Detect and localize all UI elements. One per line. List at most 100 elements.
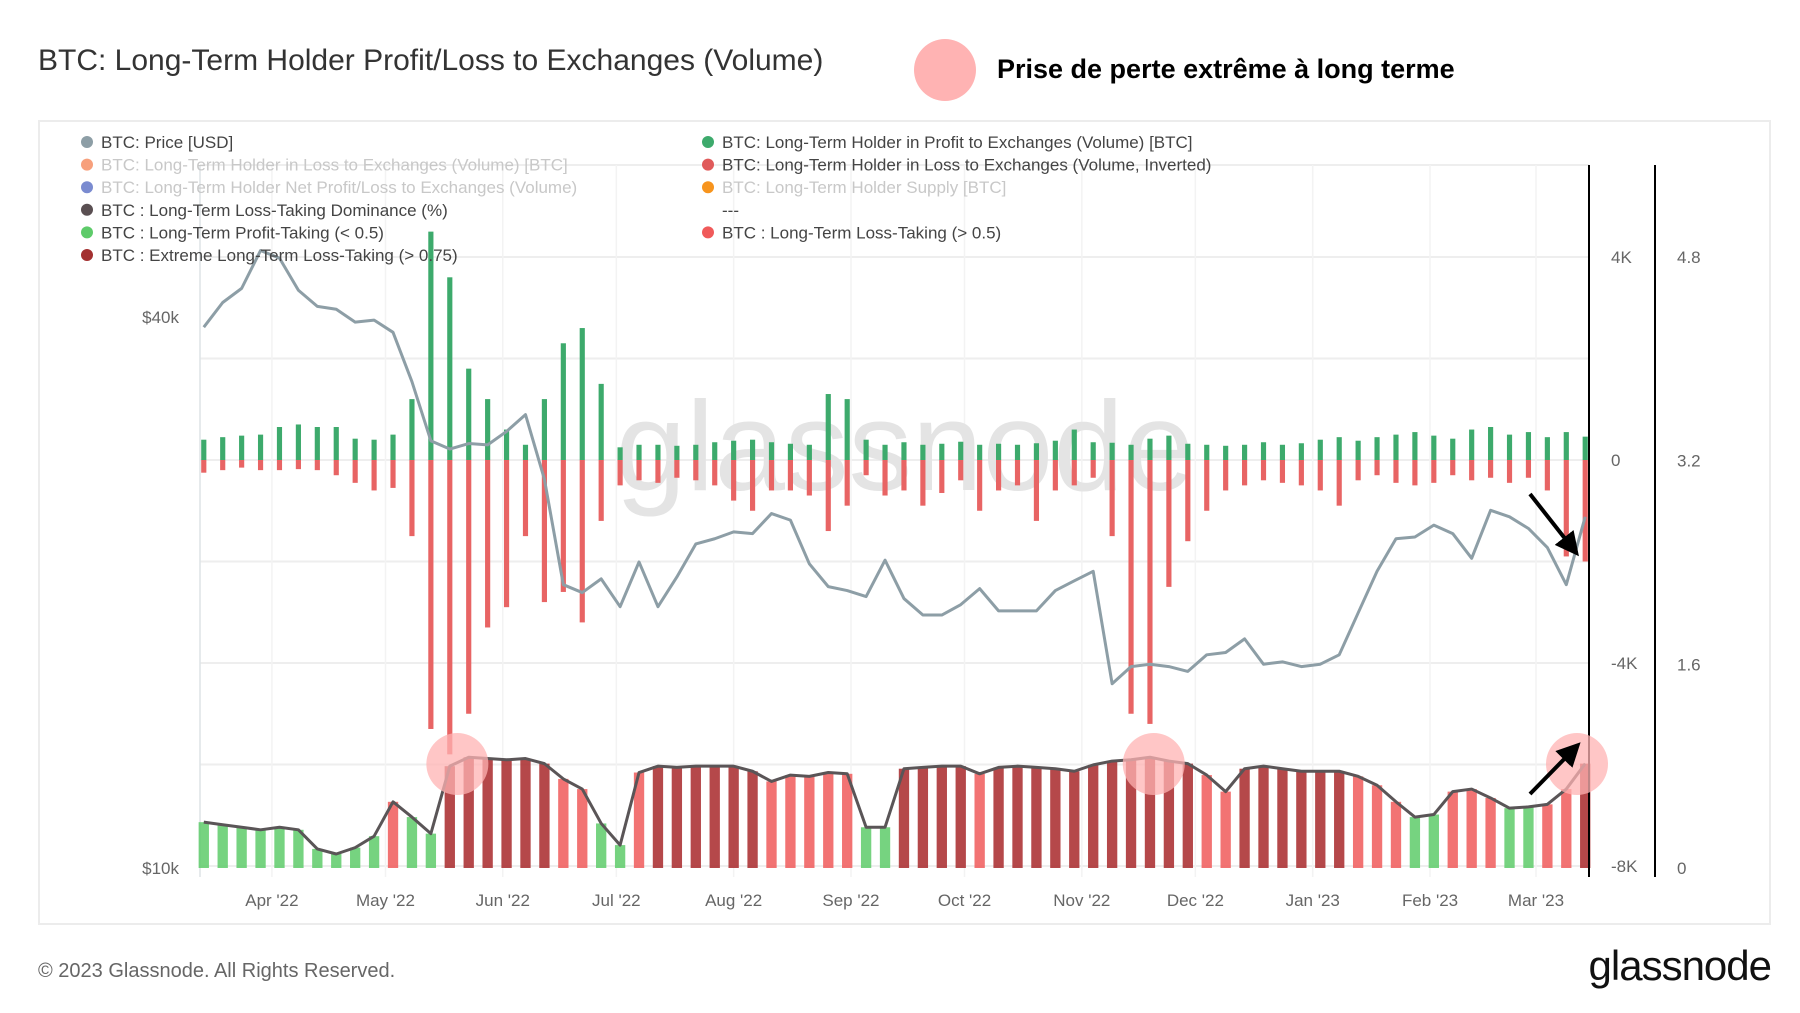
loss-volume-bar [977,460,983,511]
loss-volume-bar [995,460,1002,491]
x-tick-label: Feb '23 [1402,891,1458,910]
profit-volume-bar [239,435,245,460]
dominance-bar [709,766,720,868]
loss-volume-bar [1279,460,1286,483]
loss-volume-bar [939,460,945,493]
dominance-bar [766,781,777,868]
loss-volume-bar [674,460,680,478]
legend-dot [81,203,93,216]
loss-volume-bar [1582,460,1588,562]
legend-item: BTC : Extreme Long-Term Loss-Taking (> 0… [101,246,458,265]
legend-dot [81,226,93,239]
loss-volume-bar [503,460,510,608]
loss-volume-bar [428,460,434,729]
dominance-tick-label: 0 [1677,859,1686,878]
dominance-bar [974,773,985,868]
profit-volume-bar [598,383,604,460]
profit-volume-bar [731,440,737,460]
dominance-bar [1182,763,1193,868]
profit-volume-bar [1469,429,1475,460]
profit-volume-bar [579,328,585,460]
profit-volume-bar [447,277,453,460]
dominance-bar [1466,789,1477,868]
profit-volume-bar [1185,443,1191,460]
loss-volume-bar [1128,460,1134,714]
dominance-bar [312,848,323,868]
profit-volume-bar [712,442,718,460]
profit-volume-bar [201,439,207,460]
profit-volume-bar [617,447,623,460]
dominance-bar [823,772,834,868]
loss-volume-bar [1052,460,1058,491]
profit-volume-bar [314,427,320,460]
loss-volume-bar [447,460,453,755]
loss-volume-bar [371,460,377,491]
dominance-bar [1239,768,1250,868]
loss-volume-bar [220,460,226,471]
profit-volume-bar [693,444,699,460]
profit-volume-bar [995,443,1002,460]
x-tick-label: Apr '22 [245,891,298,910]
profit-volume-bar [882,444,888,460]
dominance-bar [917,767,929,868]
dominance-bar [1258,766,1269,868]
dominance-bar [293,829,304,868]
loss-volume-bar [239,460,245,468]
dominance-bar [860,827,872,868]
legend-dot [81,158,93,171]
loss-volume-bar [522,460,529,537]
profit-volume-bar [1488,427,1494,460]
x-tick-label: Jul '22 [592,891,641,910]
dominance-bar [936,766,947,868]
arrow-down-icon [1528,492,1579,557]
profit-volume-bar [1071,429,1077,460]
price-line [202,249,1587,686]
profit-volume-bar [1563,432,1569,460]
loss-volume-bar [1450,460,1456,476]
dominance-bar [842,773,853,868]
profit-volume-bar [1298,443,1304,460]
dominance-bar [217,824,228,868]
loss-volume-bar [1033,460,1040,521]
volume-tick-label: -4K [1611,654,1638,673]
profit-volume-bar [1128,444,1134,460]
loss-volume-bar [1071,460,1077,486]
dominance-bar [255,829,266,868]
dominance-bar [274,827,285,868]
profit-volume-bar [1336,437,1342,460]
dominance-bar [1201,775,1212,868]
dominance-bar [1371,785,1383,868]
dominance-bar [1485,797,1496,868]
dominance-bar [955,766,966,868]
dominance-bar [463,757,474,868]
legend-item: BTC: Long-Term Holder in Loss to Exchang… [722,156,1211,175]
loss-volume-bar [1298,460,1304,486]
profit-volume-bar [541,399,547,460]
dominance-bar [690,766,701,868]
profit-volume-bar [844,399,850,460]
loss-volume-bar [333,460,339,476]
loss-volume-bar [485,460,491,628]
x-tick-label: Jun '22 [476,891,530,910]
profit-volume-bar [1374,437,1380,460]
dominance-bar [633,772,645,868]
dominance-bar [444,766,455,868]
price-tick-label: $10k [142,859,179,878]
dominance-bar [804,776,815,868]
dominance-bar [1088,764,1099,868]
profit-volume-bar [428,231,434,460]
legend-item: --- [722,201,739,220]
profit-volume-bar [466,368,472,460]
dominance-bar [1390,801,1402,868]
axes: 4K 0 -4K -8K 4.8 3.2 1.6 0 $40k $10k Apr '22 May '2… [142,165,1701,910]
loss-volume-bar [1506,460,1513,483]
volume-tick-label: 4K [1611,248,1632,267]
legend-dot [702,136,714,148]
loss-volume-bar [1260,460,1267,481]
profit-volume-bar [674,445,680,460]
profit-volume-bar [1431,435,1437,460]
loss-volume-bar [1147,460,1153,724]
profit-volume-bar [1582,436,1588,460]
profit-volume-bar [1355,440,1361,460]
